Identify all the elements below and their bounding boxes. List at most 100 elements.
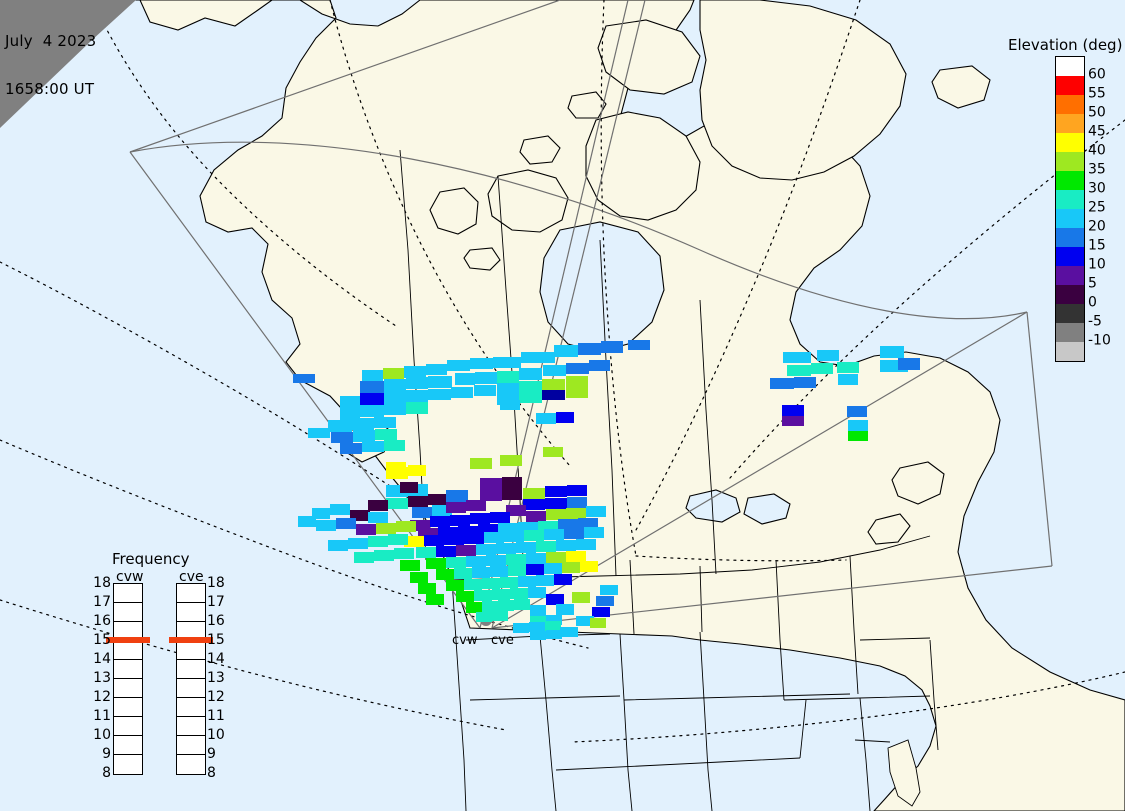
backscatter-cell [376,523,396,534]
elevation-tick-label: 30 [1088,180,1106,197]
backscatter-cell [360,393,384,405]
frequency-cell [114,584,142,603]
backscatter-cell [480,478,502,490]
backscatter-cell [567,485,587,496]
frequency-tick-label: 16 [93,613,111,629]
backscatter-cell [508,565,526,576]
backscatter-cell [533,352,555,363]
backscatter-cell [436,546,456,557]
backscatter-cell [566,551,586,562]
elevation-swatch [1055,266,1085,285]
backscatter-cell [426,594,444,605]
backscatter-cell [436,569,454,580]
backscatter-cell [458,526,478,537]
elevation-swatch [1055,285,1085,304]
backscatter-cell [480,490,502,501]
backscatter-cell [470,513,490,524]
backscatter-cell [500,400,520,410]
backscatter-cell [340,443,362,454]
backscatter-cell [383,368,404,379]
backscatter-cell [590,618,606,628]
elevation-swatch [1055,228,1085,247]
backscatter-cell [542,390,565,400]
frequency-tick-label: 14 [207,651,225,667]
backscatter-cell [589,360,610,371]
backscatter-cell [514,599,530,610]
frequency-tick-label: 18 [207,575,225,591]
backscatter-cell [545,621,561,631]
backscatter-cell [545,486,567,497]
backscatter-cell [418,583,436,594]
backscatter-cell [543,365,566,376]
backscatter-cell [596,596,614,606]
backscatter-cell [526,564,544,575]
backscatter-cell [470,358,493,369]
backscatter-cell [542,379,565,391]
backscatter-cell [510,588,528,599]
elevation-swatch [1055,133,1085,152]
backscatter-cell [384,379,406,391]
backscatter-cell [486,555,506,566]
backscatter-cell [492,589,510,600]
backscatter-cell [794,377,816,388]
backscatter-cell [554,574,572,585]
backscatter-cell [455,373,475,385]
backscatter-cell [530,605,546,616]
backscatter-cell [848,420,868,431]
backscatter-cell [880,346,904,358]
backscatter-cell [374,550,394,561]
backscatter-cell [375,429,397,440]
backscatter-cell [312,508,330,519]
backscatter-cell [817,350,839,361]
backscatter-cell [837,362,859,373]
backscatter-cell [293,374,315,383]
backscatter-cell [352,418,374,430]
backscatter-cell [513,623,529,633]
frequency-tick-label: 11 [207,708,225,724]
backscatter-cell [475,372,497,384]
backscatter-cell [592,607,610,617]
backscatter-cell [360,381,384,394]
backscatter-cell [576,539,596,550]
backscatter-cell [426,364,447,375]
backscatter-cell [464,533,484,544]
backscatter-cell [394,548,414,559]
backscatter-cell [328,420,352,432]
backscatter-cell [426,558,446,569]
frequency-cell [177,679,205,698]
backscatter-cell [530,616,546,626]
backscatter-cell [386,467,408,479]
frequency-tick-label: 11 [93,708,111,724]
backscatter-cell [536,413,556,424]
backscatter-cell [340,408,360,420]
backscatter-cell [848,431,868,441]
backscatter-cell [506,505,526,516]
frequency-cell [114,641,142,660]
backscatter-cell [446,490,468,502]
backscatter-cell [400,560,420,571]
backscatter-cell [446,557,466,568]
backscatter-cell [446,502,466,513]
backscatter-cell [368,536,388,547]
backscatter-cell [424,535,444,546]
backscatter-cell [502,477,522,489]
frequency-bar-label-cve: cve [179,569,204,585]
backscatter-cell [410,520,430,531]
backscatter-cell [898,358,920,370]
backscatter-cell [566,376,588,387]
backscatter-cell [562,562,580,573]
frequency-tick-label: 15 [207,632,225,648]
backscatter-cell [476,612,492,622]
backscatter-cell [524,530,544,541]
elevation-legend-title: Elevation (deg) [1008,36,1123,54]
backscatter-cell [466,500,486,511]
elevation-swatch [1055,190,1085,209]
backscatter-cell [316,520,336,531]
elevation-swatch [1055,209,1085,228]
frequency-cell [177,641,205,660]
arctic-islet-1 [519,135,561,165]
backscatter-cell [428,389,451,400]
frequency-cell [177,736,205,755]
backscatter-cell [450,515,470,526]
